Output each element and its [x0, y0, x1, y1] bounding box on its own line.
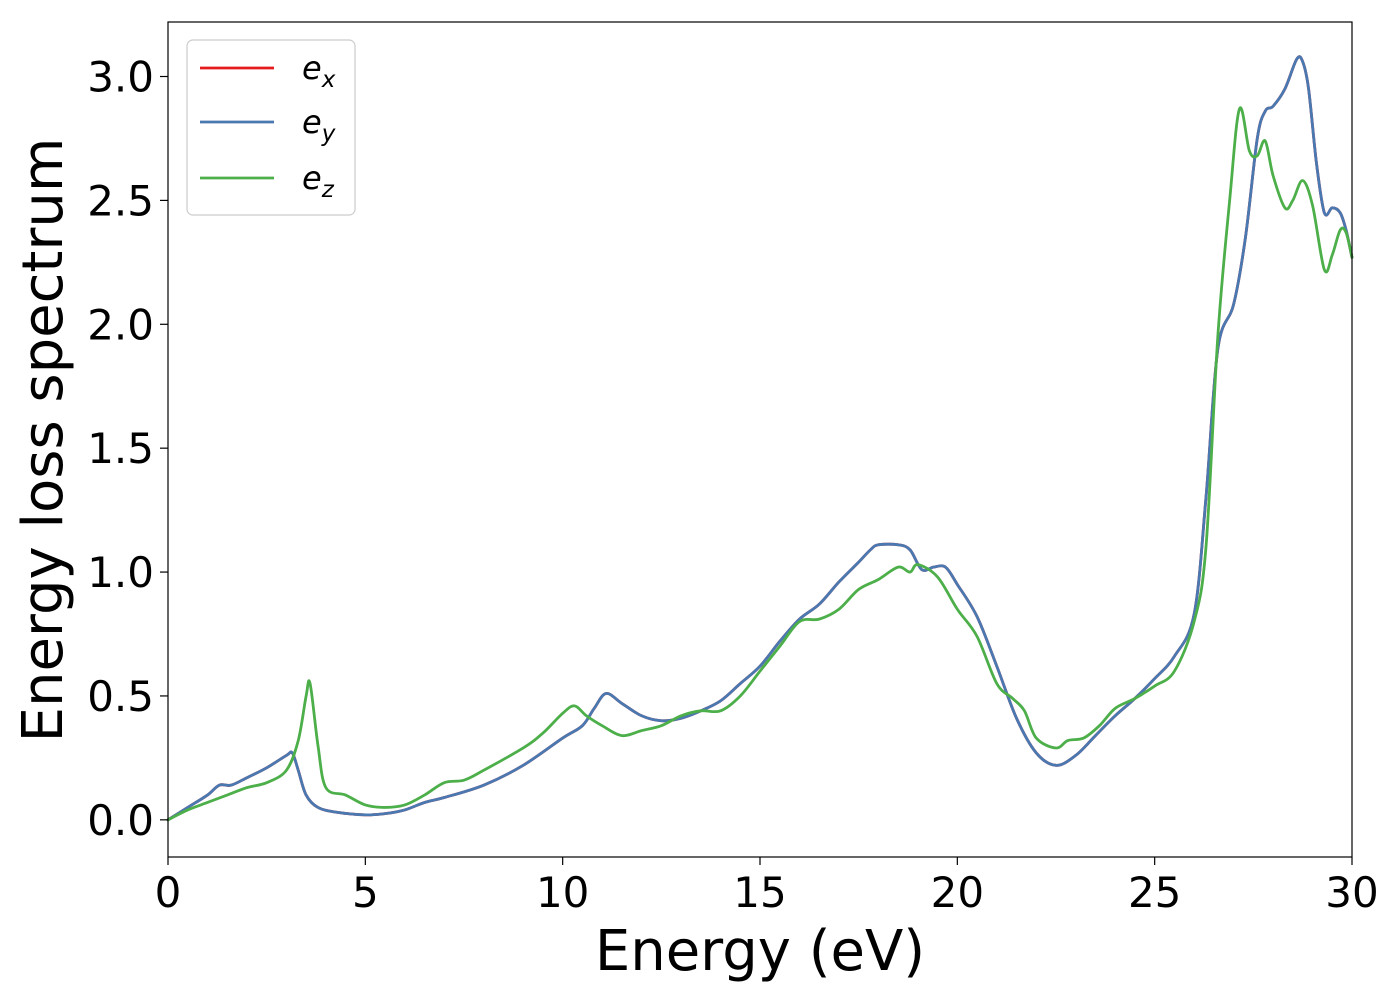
x-tick-label: 20	[931, 868, 984, 917]
y-tick-label: 1.5	[87, 424, 154, 473]
x-tick-label: 0	[155, 868, 182, 917]
legend-box	[186, 39, 356, 216]
x-axis-ticks: 0 5 10 15 20 25 30	[155, 857, 1379, 917]
y-axis-ticks: 0.0 0.5 1.0 1.5 2.0 2.5 3.0	[87, 53, 168, 845]
y-tick-label: 2.5	[87, 176, 154, 225]
x-tick-label: 30	[1325, 868, 1378, 917]
y-tick-label: 2.0	[87, 300, 154, 349]
y-tick-label: 0.0	[87, 796, 154, 845]
y-tick-label: 0.5	[87, 672, 154, 721]
y-tick-label: 3.0	[87, 53, 154, 102]
series-line-ey	[166, 55, 1354, 822]
y-tick-label: 1.0	[87, 548, 154, 597]
series-line-ez	[166, 106, 1354, 822]
x-tick-label: 10	[536, 868, 589, 917]
x-tick-label: 15	[733, 868, 786, 917]
y-axis-title: Energy loss spectrum	[11, 138, 76, 743]
series-layer	[166, 55, 1354, 822]
x-axis-title: Energy (eV)	[595, 919, 925, 984]
x-tick-label: 25	[1128, 868, 1181, 917]
x-tick-label: 5	[352, 868, 379, 917]
